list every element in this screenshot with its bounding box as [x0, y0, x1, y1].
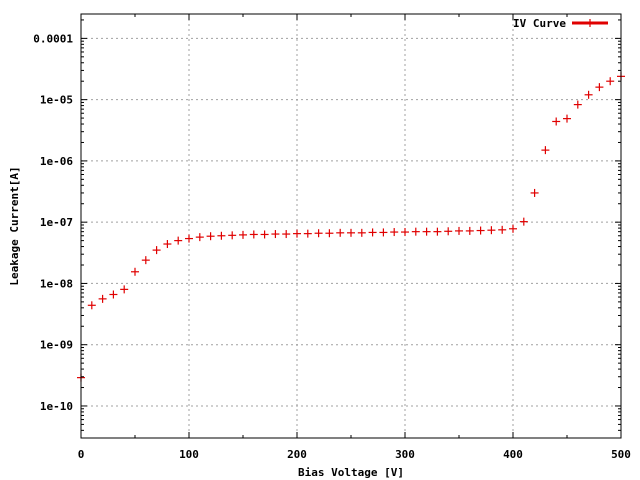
data-point: [249, 230, 258, 239]
data-point: [606, 77, 615, 86]
data-point: [401, 228, 409, 237]
data-point: [152, 246, 161, 255]
data-point: [584, 90, 593, 99]
data-point: [131, 267, 139, 276]
data-point: [519, 217, 528, 226]
y-tick-label: 0.0001: [33, 32, 73, 45]
data-point: [433, 227, 442, 236]
data-point: [357, 228, 366, 237]
data-point: [325, 229, 334, 238]
series-iv-curve: [77, 72, 625, 382]
data-point: [498, 225, 507, 234]
y-tick-label: 1e-05: [40, 94, 73, 107]
data-point: [120, 285, 129, 294]
y-tick-label: 1e-10: [40, 400, 73, 413]
data-point: [109, 290, 118, 299]
plot-frame: [80, 13, 622, 439]
data-point: [98, 294, 107, 303]
data-point: [185, 234, 193, 243]
data-point: [282, 230, 291, 239]
data-point: [303, 229, 312, 238]
data-point: [174, 236, 183, 245]
data-point: [347, 228, 355, 237]
y-tick-label: 1e-07: [40, 216, 73, 229]
x-axis-label: Bias Voltage [V]: [298, 466, 404, 479]
data-point: [217, 231, 226, 240]
data-point: [476, 226, 485, 235]
legend-label: IV Curve: [513, 17, 566, 30]
data-point: [195, 233, 204, 242]
y-tick-label: 1e-09: [40, 339, 73, 352]
x-tick-label: 100: [179, 448, 199, 461]
x-tick-label: 400: [503, 448, 523, 461]
data-point: [239, 230, 247, 239]
data-point: [314, 229, 323, 238]
data-point: [379, 228, 388, 237]
y-tick-label: 1e-08: [40, 277, 73, 290]
x-tick-label: 300: [395, 448, 415, 461]
data-point: [336, 228, 345, 237]
data-point: [509, 224, 517, 233]
grid-lines: [81, 14, 621, 438]
data-point: [411, 227, 420, 236]
data-point: [260, 230, 269, 239]
data-point: [541, 146, 550, 155]
data-point: [422, 227, 431, 236]
y-tick-label: 1e-06: [40, 155, 73, 168]
x-tick-label: 500: [611, 448, 631, 461]
data-point: [552, 117, 561, 126]
data-point: [163, 240, 172, 249]
x-tick-label: 200: [287, 448, 307, 461]
data-point: [595, 83, 604, 92]
data-point: [563, 114, 571, 123]
legend: IV Curve: [513, 17, 608, 30]
data-point: [487, 226, 496, 235]
data-point: [530, 188, 539, 197]
data-point: [206, 232, 215, 241]
data-point: [390, 228, 399, 237]
axis-ticks: 0 100 200 300 400 500 1e-10 1e-09 1e-08 1e-07 1e-0…: [33, 14, 631, 461]
data-point: [455, 226, 463, 235]
data-point: [573, 100, 582, 109]
x-tick-label: 0: [78, 448, 85, 461]
data-point: [87, 301, 96, 310]
data-point: [293, 229, 301, 238]
data-point: [465, 226, 474, 235]
data-point: [228, 231, 237, 240]
y-axis-label: Leakage Current[A]: [8, 166, 21, 285]
data-point: [271, 230, 280, 239]
data-point: [368, 228, 377, 237]
data-point: [141, 256, 150, 265]
data-point: [444, 227, 453, 236]
